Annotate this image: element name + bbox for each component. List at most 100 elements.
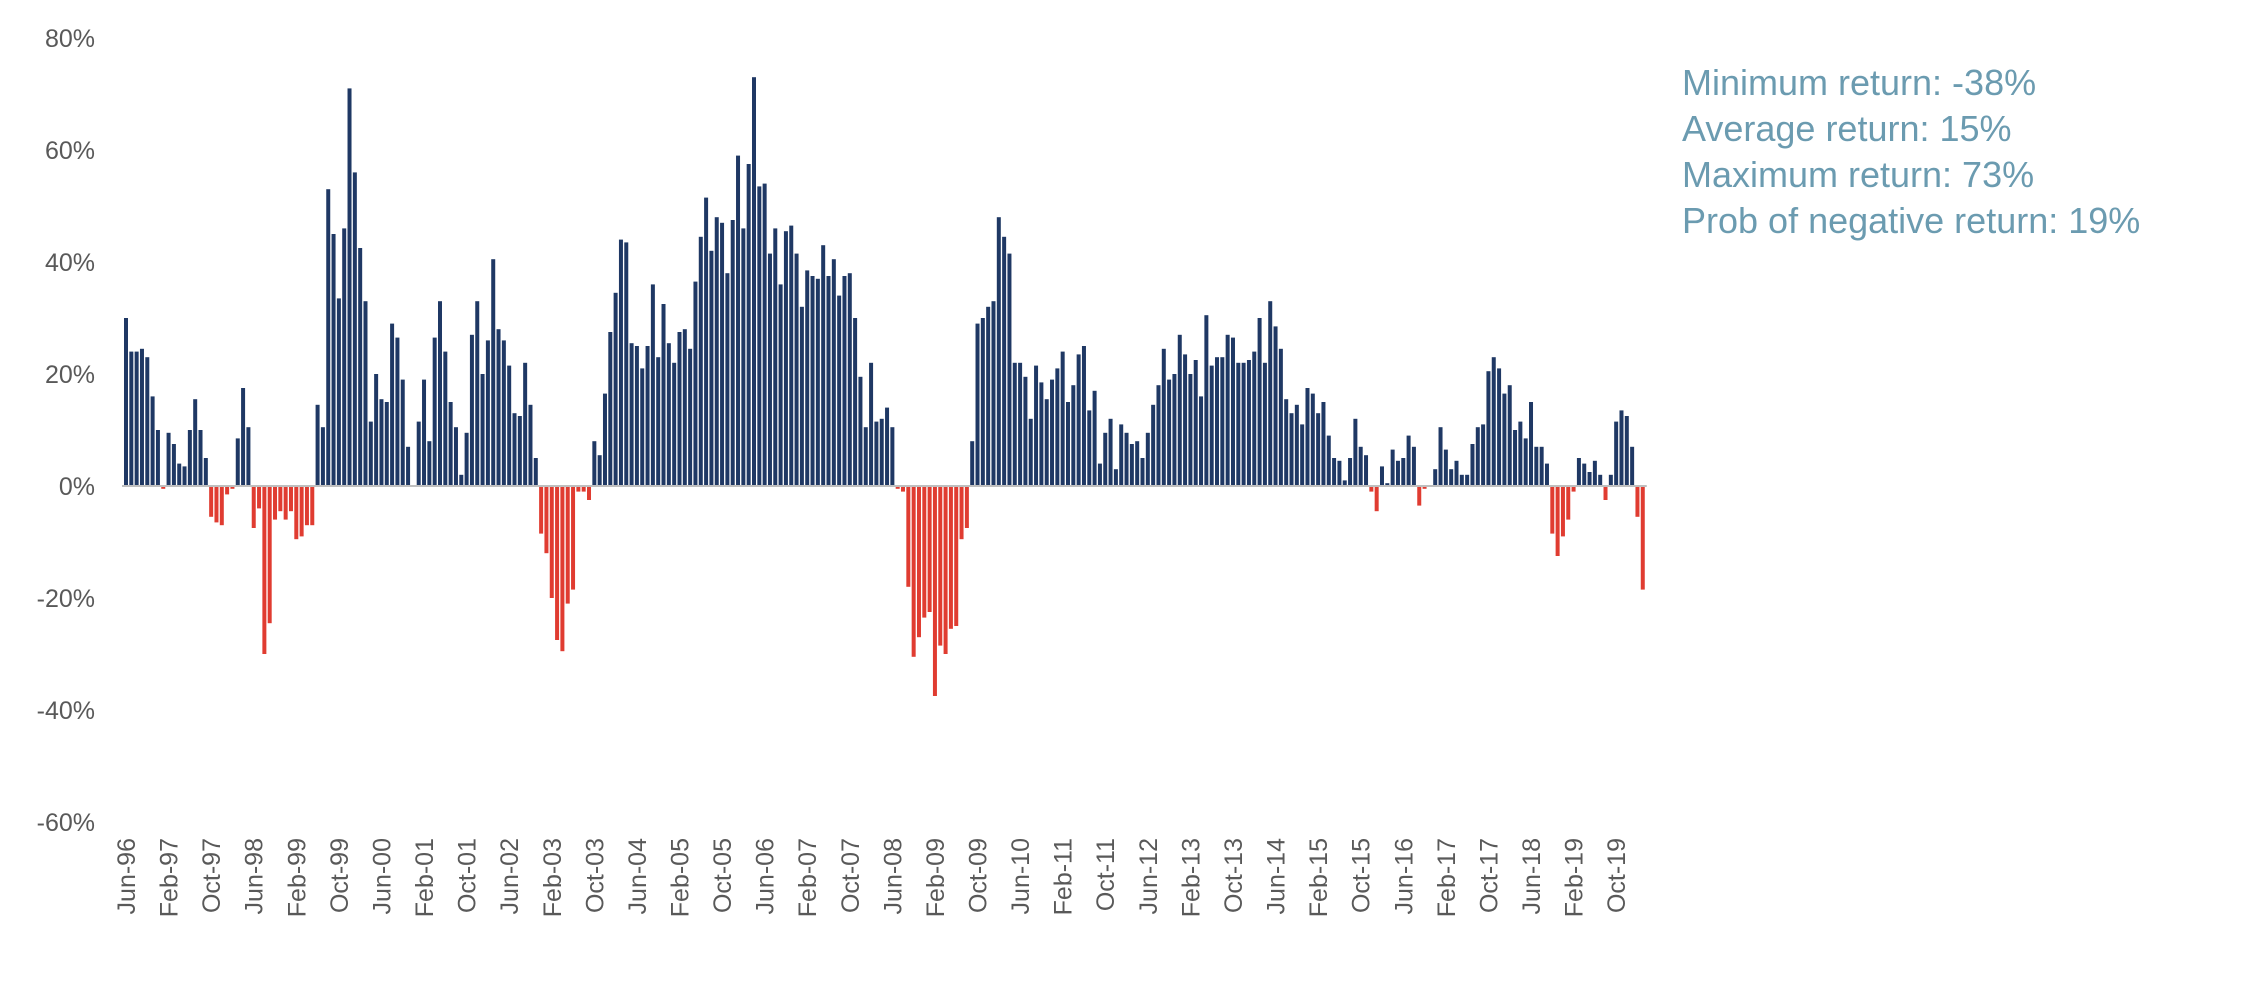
bar	[283, 486, 288, 520]
x-tick-label: Oct-17	[1475, 838, 1503, 913]
bar	[1023, 376, 1028, 486]
x-tick-label: Oct-05	[709, 838, 737, 913]
bar	[602, 393, 607, 486]
bar	[650, 284, 655, 486]
bar	[1076, 354, 1081, 486]
bar	[1177, 334, 1182, 486]
bar	[544, 486, 549, 554]
bar	[193, 399, 198, 486]
bar	[1167, 379, 1172, 486]
x-tick-label: Jun-98	[241, 838, 269, 914]
x-tick-label: Jun-04	[624, 838, 652, 915]
bar	[1550, 486, 1555, 534]
bar	[555, 486, 560, 640]
bar	[1438, 427, 1443, 486]
bar	[320, 427, 325, 486]
bar	[1220, 357, 1225, 486]
bar	[1513, 430, 1518, 486]
bar	[267, 486, 272, 624]
x-tick-label: Feb-97	[156, 838, 184, 917]
bar	[1018, 362, 1023, 486]
x-tick-label: Oct-15	[1348, 838, 1376, 913]
bar	[842, 276, 847, 486]
bar	[512, 413, 517, 486]
bar	[1278, 348, 1283, 486]
y-tick-label: -40%	[37, 697, 95, 725]
bar	[1113, 469, 1118, 486]
bar	[831, 259, 836, 486]
bar	[922, 486, 927, 618]
bar	[1316, 413, 1321, 486]
bar	[916, 486, 921, 638]
y-tick-label: 80%	[45, 25, 95, 53]
bar	[1603, 486, 1608, 500]
bar	[294, 486, 299, 540]
bar	[672, 362, 677, 486]
bar	[1294, 404, 1299, 486]
bar	[948, 486, 953, 629]
bar	[773, 228, 778, 486]
bar	[310, 486, 315, 526]
bar	[1199, 396, 1204, 486]
bar	[352, 172, 357, 486]
y-tick-label: 40%	[45, 249, 95, 277]
bar	[1209, 365, 1214, 486]
x-tick-label: Oct-01	[454, 838, 482, 913]
bar	[906, 486, 911, 587]
bar	[416, 421, 421, 486]
bar	[1598, 474, 1603, 486]
bar	[1624, 416, 1629, 486]
bar	[1151, 404, 1156, 486]
bar	[1470, 444, 1475, 486]
bar	[315, 404, 320, 486]
bar	[150, 396, 155, 486]
bar	[1140, 458, 1145, 486]
bar	[331, 234, 336, 486]
bar	[1246, 360, 1251, 486]
bar	[794, 253, 799, 486]
bar	[858, 376, 863, 486]
bar	[528, 404, 533, 486]
bar	[975, 323, 980, 486]
bar	[443, 351, 448, 486]
bar	[1204, 315, 1209, 486]
bar	[1587, 472, 1592, 486]
x-tick-label: Feb-01	[411, 838, 439, 917]
bar	[475, 301, 480, 486]
bar	[1055, 368, 1060, 486]
bar	[1417, 486, 1422, 506]
x-tick-label: Jun-18	[1518, 838, 1546, 914]
bar	[1502, 393, 1507, 486]
bar	[879, 418, 884, 486]
bar	[645, 346, 650, 486]
bar	[251, 486, 256, 528]
bar	[1145, 432, 1150, 486]
bar	[507, 365, 512, 486]
bar	[1305, 388, 1310, 486]
bar	[1332, 458, 1337, 486]
bar	[1034, 365, 1039, 486]
bar	[714, 217, 719, 486]
bar	[1284, 399, 1289, 486]
bar	[890, 427, 895, 486]
bar	[1369, 486, 1374, 492]
bar	[1486, 371, 1491, 486]
stat-maximum-return: Maximum return: 73%	[1682, 154, 2035, 195]
bar	[682, 329, 687, 486]
bar	[767, 253, 772, 486]
bar	[1268, 301, 1273, 486]
bar	[1236, 362, 1241, 486]
bar	[1300, 424, 1305, 486]
bar	[395, 337, 400, 486]
bar	[177, 463, 182, 486]
x-tick-label: Feb-09	[922, 838, 950, 917]
x-tick-label: Oct-03	[581, 838, 609, 913]
bar	[629, 343, 634, 486]
bar	[1092, 390, 1097, 486]
stats-panel: Minimum return: -38% Average return: 15%…	[1682, 60, 2140, 244]
bar	[874, 421, 879, 486]
bar	[166, 432, 171, 486]
bar	[347, 88, 352, 487]
bar	[1262, 362, 1267, 486]
x-tick-label: Feb-99	[283, 838, 311, 917]
